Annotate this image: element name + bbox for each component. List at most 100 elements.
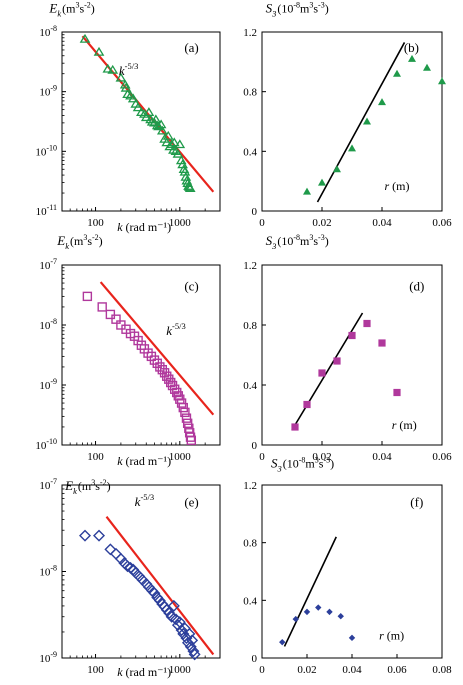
y-tick-label: 0 — [252, 653, 258, 665]
data-point — [102, 63, 114, 73]
data-point — [318, 369, 326, 377]
data-point — [97, 302, 107, 312]
y-tick-label: 10-8 — [39, 317, 57, 332]
data-point — [337, 612, 344, 620]
plot-frame — [261, 264, 443, 446]
plot-frame — [261, 31, 443, 212]
fit-line — [283, 536, 337, 647]
data-point — [148, 587, 161, 600]
y-tick-label: 10-10 — [35, 437, 57, 452]
x-axis-label: k (rad m⁻¹) — [117, 220, 171, 234]
x-tick-label: 100 — [87, 664, 104, 676]
x-tick-label: 1000 — [169, 451, 192, 463]
data-point — [155, 362, 165, 372]
data-point — [279, 638, 286, 646]
data-point — [423, 63, 431, 71]
chart-panel: 0 0.02 0.04 0.06 0.08 0 0.4 0.8 1.2 (f) r (m) S3(10… — [243, 456, 452, 676]
y-tick-label: 10-9 — [39, 650, 57, 665]
data-point — [168, 144, 179, 154]
data-point — [326, 608, 333, 616]
y-tick-label: 0.4 — [243, 380, 257, 392]
x-tick-label: 0 — [259, 217, 265, 229]
data-point — [187, 645, 200, 658]
plot-frame — [61, 31, 221, 212]
data-point — [115, 72, 127, 82]
x-tick-label: 0.04 — [342, 664, 362, 676]
data-point — [149, 355, 160, 365]
data-point — [172, 148, 184, 158]
panel-label: (b) — [404, 40, 419, 55]
data-point — [104, 543, 117, 556]
y-tick-label: 1.2 — [243, 260, 257, 272]
data-point — [178, 402, 188, 413]
y-axis-label: S3(10-8m3s-3) — [271, 456, 334, 474]
y-axis-label: S3(10-8m3s-3) — [266, 233, 329, 251]
data-point — [333, 357, 341, 365]
data-point — [378, 98, 386, 106]
y-tick-label: 10-8 — [39, 24, 57, 39]
data-point — [182, 418, 193, 428]
chart-panel: 0 0.02 0.04 0.06 0 0.4 0.8 1.2 (d) r (m) S3(10-8m3… — [243, 233, 452, 463]
panel-label: (d) — [409, 279, 424, 294]
data-point — [292, 615, 299, 623]
data-point — [303, 400, 311, 409]
data-point — [82, 291, 93, 302]
data-point — [156, 125, 168, 135]
data-point — [180, 171, 192, 181]
data-point — [111, 314, 121, 324]
x-tick-label: 0.02 — [312, 217, 331, 229]
data-point — [161, 137, 173, 147]
x-tick-label: 0.06 — [432, 451, 452, 463]
data-point — [181, 413, 192, 423]
data-point — [163, 607, 176, 620]
data-point — [107, 64, 119, 74]
data-point — [143, 107, 155, 117]
data-point — [180, 407, 190, 418]
x-tick-label: 0.06 — [387, 664, 407, 676]
data-point — [132, 102, 144, 112]
data-point — [121, 560, 134, 573]
x-axis-label: r (m) — [392, 418, 417, 432]
data-point — [79, 529, 91, 542]
data-point — [348, 144, 356, 152]
y-tick-label: 10-11 — [36, 203, 57, 218]
fit-line — [81, 35, 215, 193]
data-point — [127, 93, 139, 103]
data-point — [348, 331, 356, 340]
chart-panel: 100 1000 10-10 10-9 10-8 10-7 (c) k-5/3 k (rad m… — [35, 233, 221, 468]
data-point — [438, 77, 446, 85]
data-point — [291, 423, 299, 431]
data-point — [186, 435, 197, 445]
y-tick-label: 0.4 — [243, 146, 257, 158]
y-axis-label: Ek(m3s-2) — [64, 478, 110, 496]
x-axis-label: r (m) — [379, 629, 404, 643]
y-tick-label: 10-10 — [35, 143, 57, 158]
data-point — [120, 82, 132, 92]
y-tick-label: 0.8 — [243, 320, 257, 332]
x-tick-label: 0 — [259, 451, 265, 463]
data-point — [79, 33, 91, 43]
x-tick-label: 0.02 — [297, 664, 316, 676]
x-tick-label: 100 — [87, 217, 104, 229]
data-point — [150, 114, 162, 124]
y-tick-label: 0 — [252, 206, 258, 218]
data-point — [175, 624, 188, 637]
fit-line — [291, 312, 364, 431]
data-point — [171, 619, 184, 632]
data-point — [363, 117, 371, 125]
panel-label: (a) — [184, 40, 198, 55]
slope-label: k-5/3 — [119, 61, 138, 78]
y-tick-label: 0 — [252, 440, 258, 452]
fit-line — [105, 516, 215, 656]
data-point — [333, 165, 341, 173]
y-tick-label: 1.2 — [243, 480, 257, 492]
data-point — [180, 632, 193, 645]
data-point — [318, 178, 326, 186]
y-tick-label: 10-9 — [39, 84, 57, 99]
data-point — [185, 432, 196, 442]
x-tick-label: 1000 — [169, 217, 192, 229]
data-point — [348, 634, 356, 642]
y-tick-label: 10-8 — [39, 564, 57, 579]
y-tick-label: 0.8 — [243, 538, 257, 550]
